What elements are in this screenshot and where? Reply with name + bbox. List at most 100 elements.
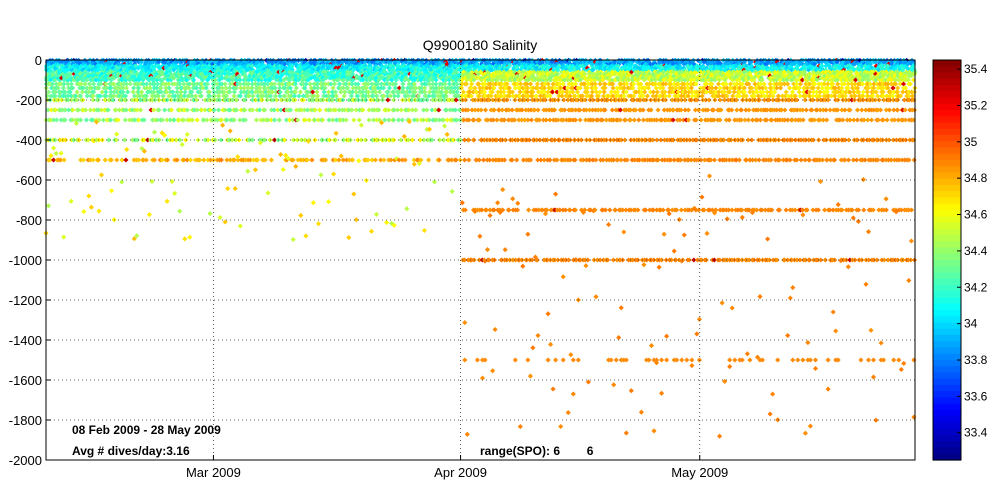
data-point [151, 157, 158, 163]
data-point [63, 137, 69, 143]
data-point [45, 107, 51, 113]
data-point [79, 89, 86, 95]
data-point [83, 117, 89, 123]
data-point [113, 107, 119, 113]
data-point [60, 85, 66, 91]
data-point [103, 81, 109, 87]
data-point [150, 137, 156, 143]
data-point [78, 157, 84, 163]
data-point [136, 157, 142, 163]
data-point [52, 89, 59, 95]
data-point [73, 120, 79, 126]
data-point [154, 77, 160, 83]
data-point [114, 157, 120, 163]
data-point [86, 193, 92, 199]
data-point [123, 85, 130, 91]
data-point [53, 150, 59, 156]
data-point [59, 97, 65, 103]
data-point [87, 107, 93, 113]
data-point [45, 89, 52, 95]
data-point [108, 157, 114, 163]
data-point [47, 157, 53, 163]
chart-title: Q9900180 Salinity [423, 37, 537, 53]
data-point [70, 107, 76, 113]
data-point [58, 89, 64, 95]
data-point [52, 93, 58, 99]
data-point [108, 85, 114, 91]
data-point [115, 73, 121, 79]
data-point [48, 117, 54, 123]
data-point [52, 107, 59, 113]
data-point [97, 93, 103, 99]
data-point [68, 81, 74, 87]
data-point [141, 137, 147, 143]
data-point [62, 117, 68, 123]
data-point [119, 77, 125, 83]
data-point [80, 85, 87, 91]
data-point [49, 85, 55, 91]
data-point [116, 107, 122, 113]
data-point [65, 93, 71, 99]
data-point [58, 81, 64, 87]
data-point [65, 77, 71, 83]
data-point [111, 93, 117, 99]
data-point [86, 89, 92, 95]
data-point [95, 157, 101, 163]
data-point [47, 77, 54, 83]
data-point [48, 93, 54, 99]
data-point [146, 212, 152, 218]
data-point [98, 107, 105, 113]
data-point [153, 137, 159, 143]
data-point [51, 117, 57, 123]
data-point [151, 129, 158, 135]
data-point [78, 81, 84, 87]
data-point [134, 233, 140, 239]
data-point [96, 85, 102, 91]
data-point [121, 81, 127, 87]
data-point [55, 63, 61, 69]
data-point [75, 107, 81, 113]
data-point [91, 107, 97, 113]
data-point [84, 85, 90, 91]
data-point [156, 107, 162, 113]
data-point [90, 93, 96, 99]
data-point [84, 77, 90, 83]
data-point [55, 85, 61, 91]
data-point [61, 81, 67, 87]
data-point [96, 117, 102, 123]
data-point [151, 81, 157, 87]
data-point [123, 71, 129, 77]
data-point [60, 107, 66, 113]
data-point [141, 148, 147, 154]
data-point [68, 93, 74, 99]
data-point [96, 107, 102, 113]
data-point [80, 157, 87, 163]
data-point [88, 204, 94, 210]
data-point [90, 117, 96, 123]
data-point [104, 85, 110, 91]
data-point [108, 89, 114, 95]
data-point [87, 157, 93, 163]
data-point [62, 89, 68, 95]
data-point [123, 97, 129, 103]
data-point [106, 97, 112, 103]
data-point [155, 93, 161, 99]
data-point [122, 117, 128, 123]
data-point [54, 117, 60, 123]
data-point [131, 236, 137, 242]
data-point [61, 157, 67, 163]
data-point [96, 208, 102, 214]
data-point [143, 157, 149, 163]
data-point [62, 107, 68, 113]
data-point [140, 157, 146, 163]
data-point [81, 209, 87, 215]
data-point [98, 172, 105, 178]
data-point [134, 137, 140, 143]
data-point [52, 77, 58, 83]
data-point [103, 89, 109, 95]
data-point [137, 97, 143, 103]
data-point [84, 93, 90, 99]
data-point [65, 97, 71, 103]
data-point [123, 157, 129, 163]
